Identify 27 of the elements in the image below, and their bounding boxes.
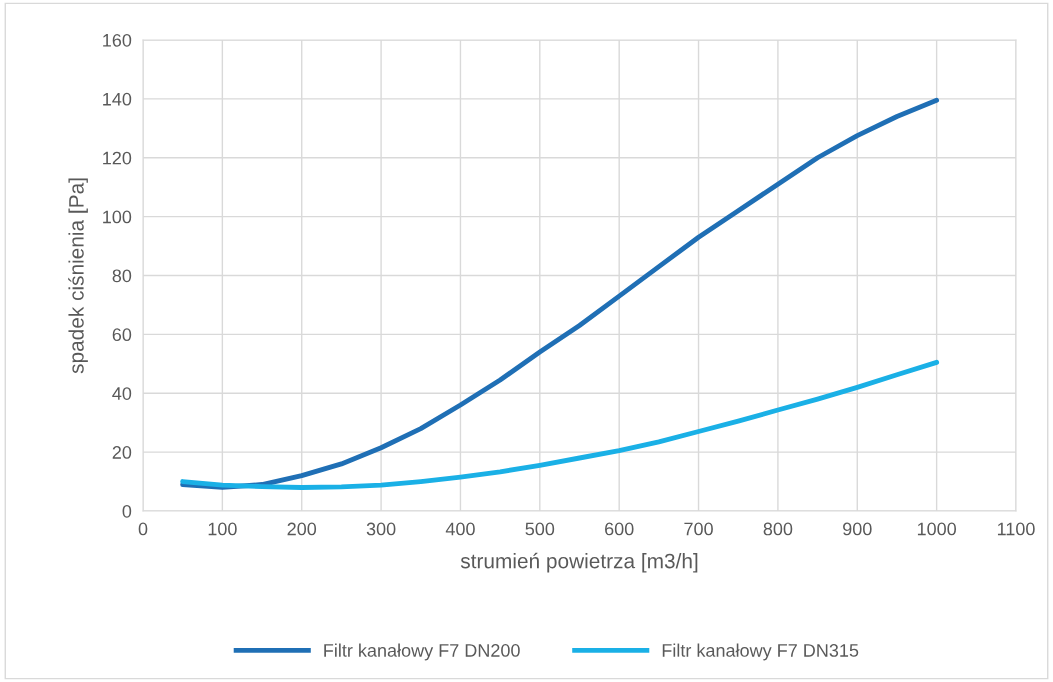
x-tick-label: 800 bbox=[763, 522, 793, 536]
y-tick-label: 120 bbox=[103, 151, 132, 165]
x-axis-title: strumień powietrza [m3/h] bbox=[460, 552, 698, 573]
x-tick-label: 1100 bbox=[997, 522, 1035, 536]
x-tick-label: 400 bbox=[445, 522, 475, 536]
y-tick-label: 160 bbox=[103, 33, 132, 47]
x-tick-label: 200 bbox=[287, 522, 317, 536]
y-tick-label: 0 bbox=[122, 504, 132, 518]
legend-label: Filtr kanałowy F7 DN315 bbox=[662, 643, 859, 661]
x-tick-label: 500 bbox=[525, 522, 555, 536]
y-tick-label: 100 bbox=[103, 210, 132, 224]
x-tick-label: 700 bbox=[684, 522, 713, 536]
y-tick-label: 60 bbox=[112, 328, 132, 342]
y-tick-label: 140 bbox=[103, 92, 132, 106]
y-tick-label: 20 bbox=[112, 446, 132, 459]
x-tick-label: 900 bbox=[843, 522, 872, 536]
y-tick-label: 40 bbox=[112, 387, 132, 400]
y-tick-label: 80 bbox=[112, 269, 132, 283]
x-tick-label: 0 bbox=[138, 522, 148, 536]
x-tick-label: 1000 bbox=[917, 522, 957, 536]
line-series bbox=[180, 97, 940, 490]
x-tick-label: 600 bbox=[605, 522, 634, 536]
x-tick-label: 100 bbox=[208, 522, 237, 536]
line-series bbox=[180, 359, 940, 490]
x-tick-label: 300 bbox=[366, 522, 396, 536]
y-axis-title: spadek ciśnienia [Pa] bbox=[68, 178, 88, 374]
legend-label: Filtr kanałowy F7 DN200 bbox=[324, 643, 520, 661]
